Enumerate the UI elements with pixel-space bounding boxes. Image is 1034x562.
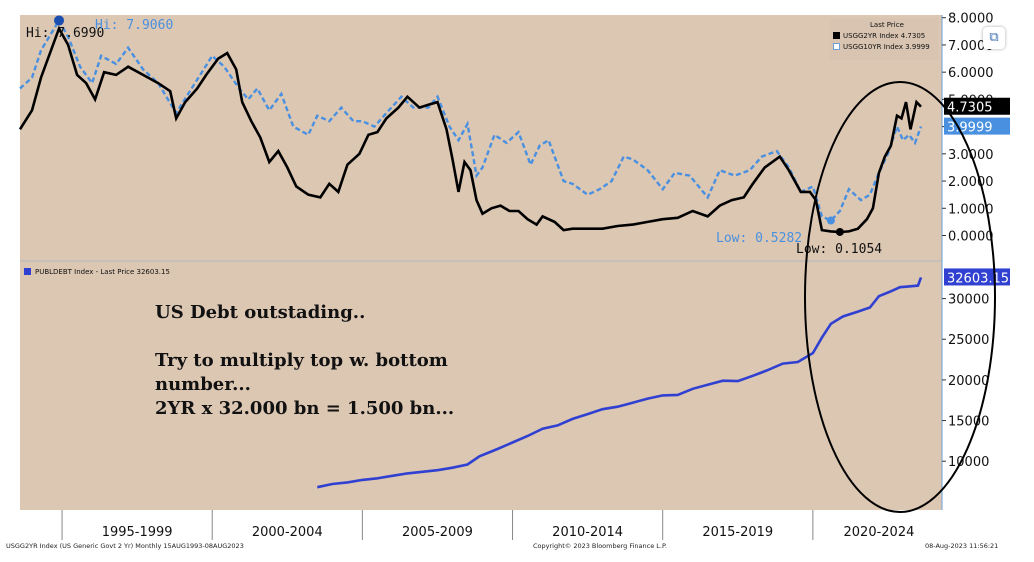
- x-tick-label-5: 2020-2024: [844, 525, 915, 540]
- top-plot-bg: [20, 15, 942, 260]
- series-usgg10yr-line: [19, 17, 923, 222]
- y-top-tick-label-0: 8.0000: [948, 12, 994, 27]
- x-tick-label-1: 2000-2004: [252, 525, 323, 540]
- x-tick-label-0: 1995-1999: [102, 525, 173, 540]
- x-axis-band: [0, 510, 1034, 540]
- y-top-tick-label-6: 2.0000: [948, 175, 994, 190]
- y-bottom-tick-label-0: 30000: [948, 293, 989, 308]
- annotation-line-1: US Debt outstading..: [155, 302, 366, 323]
- legend-bottom: PUBLDEBT Index - Last Price 32603.15: [24, 268, 170, 276]
- share-icon[interactable]: ⧉: [983, 27, 1005, 49]
- footer-center: Copyright© 2023 Bloomberg Finance L.P.: [533, 542, 667, 550]
- y-top-tick-label-1: 7.0000: [948, 39, 994, 54]
- y-bottom-tick-label-1: 25000: [948, 333, 989, 348]
- last-price-10yr-tag: 3.9999: [947, 121, 993, 136]
- footer-left: USGG2YR Index (US Generic Govt 2 Yr) Mon…: [6, 542, 244, 550]
- y-top-tick-label-8: 0.0000: [948, 230, 994, 245]
- legend-swatch-10yr: [833, 43, 840, 50]
- low-2yr-label: Low: 0.1054: [796, 242, 882, 257]
- last-price-2yr-tag-bg: [944, 97, 1010, 115]
- footer-right: 08-Aug-2023 11:56:21: [925, 542, 999, 550]
- annotation-line-4: 2YR x 32.000 bn = 1.500 bn...: [155, 398, 455, 419]
- y-bottom-tick-label-4: 10000: [948, 455, 989, 470]
- low-2yr-marker: [835, 227, 844, 236]
- x-axis: 1995-1999 2000-2004 2005-2009 2010-2014 2015…: [0, 510, 1034, 540]
- hi-2yr-label: Hi: 7.6990: [26, 26, 104, 41]
- bottom-plot-bg: [20, 262, 942, 510]
- series-usgg2yr-line: [18, 25, 922, 234]
- legend-top: Last Price USGG2YR Index 4.7305 USGG10YR…: [830, 18, 938, 60]
- x-tick-label-3: 2010-2014: [552, 525, 623, 540]
- last-price-debt-tag: 32603.15: [947, 271, 1009, 286]
- x-tick-label-2: 2005-2009: [402, 525, 473, 540]
- y-top-tick-label-7: 1.0000: [948, 202, 994, 217]
- annotation-line-2: Try to multiply top w. bottom: [155, 350, 448, 371]
- legend-header: Last Price: [870, 21, 904, 29]
- x-tick-label-4: 2015-2019: [702, 525, 773, 540]
- series-publdebt-line: [317, 276, 923, 489]
- annotation-line-3: number...: [155, 374, 251, 395]
- last-price-2yr-tag: 4.7305: [947, 101, 993, 116]
- legend-swatch-debt: [24, 268, 31, 275]
- low-10yr-marker: [826, 216, 835, 225]
- y-axis-bottom: 30000 25000 20000 15000 10000: [942, 293, 989, 470]
- legend-item-10yr: USGG10YR Index 3.9999: [833, 43, 930, 51]
- hi-marker: [54, 15, 65, 26]
- highlight-ellipse: [804, 81, 996, 513]
- bottom-series: [317, 276, 923, 489]
- legend-item-2yr: USGG2YR Index 4.7305: [833, 32, 925, 40]
- hi-10yr-label: Hi: 7.9060: [95, 18, 173, 33]
- top-series: [18, 17, 923, 234]
- legend-swatch-2yr: [833, 32, 840, 39]
- low-10yr-label: Low: 0.5282: [716, 231, 802, 246]
- y-bottom-tick-label-3: 15000: [948, 415, 989, 430]
- y-top-tick-label-2: 6.0000: [948, 66, 994, 81]
- y-bottom-tick-label-2: 20000: [948, 374, 989, 389]
